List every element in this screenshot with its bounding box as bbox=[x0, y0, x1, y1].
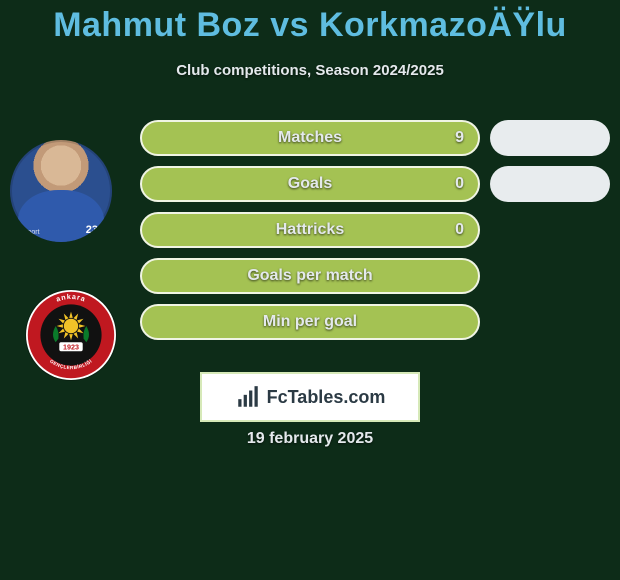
stat-bar-gpm: Goals per match bbox=[140, 258, 480, 294]
club-badge-svg: 1923 ankara GENÇLERBİRLİĞİ bbox=[26, 290, 116, 380]
comparison-infographic: Mahmut Boz vs KorkmazoÄŸlu Club competit… bbox=[0, 0, 620, 580]
stat-pills-right bbox=[490, 120, 610, 350]
stat-label: Matches bbox=[278, 129, 342, 147]
stat-pill-matches bbox=[490, 120, 610, 156]
stat-pill-blank bbox=[490, 258, 610, 294]
club-badge: 1923 ankara GENÇLERBİRLİĞİ bbox=[26, 290, 116, 380]
chart-icon bbox=[235, 384, 261, 410]
stat-pill-goals bbox=[490, 166, 610, 202]
stat-value-left: 0 bbox=[455, 175, 464, 193]
stat-bar-hattricks: Hattricks 0 bbox=[140, 212, 480, 248]
source-logo-text: FcTables.com bbox=[267, 387, 386, 408]
stat-label: Min per goal bbox=[263, 313, 357, 331]
stat-label: Goals bbox=[288, 175, 332, 193]
stat-bar-goals: Goals 0 bbox=[140, 166, 480, 202]
stat-pill-blank bbox=[490, 304, 610, 340]
stat-value-left: 0 bbox=[455, 221, 464, 239]
stat-label: Goals per match bbox=[247, 267, 372, 285]
badge-year: 1923 bbox=[63, 342, 79, 351]
page-title: Mahmut Boz vs KorkmazoÄŸlu bbox=[0, 6, 620, 45]
stat-bar-mpg: Min per goal bbox=[140, 304, 480, 340]
generated-date: 19 february 2025 bbox=[0, 430, 620, 448]
jersey-brand: sport bbox=[24, 229, 40, 236]
page-subtitle: Club competitions, Season 2024/2025 bbox=[0, 62, 620, 79]
source-logo-box: FcTables.com bbox=[200, 372, 420, 422]
stat-pill-blank bbox=[490, 212, 610, 248]
player-avatar: sport 23 bbox=[10, 140, 112, 242]
stat-bar-matches: Matches 9 bbox=[140, 120, 480, 156]
stat-value-left: 9 bbox=[455, 129, 464, 147]
stat-label: Hattricks bbox=[276, 221, 344, 239]
jersey-number: 23 bbox=[86, 224, 98, 236]
stat-bars: Matches 9 Goals 0 Hattricks 0 Goals per … bbox=[140, 120, 480, 350]
